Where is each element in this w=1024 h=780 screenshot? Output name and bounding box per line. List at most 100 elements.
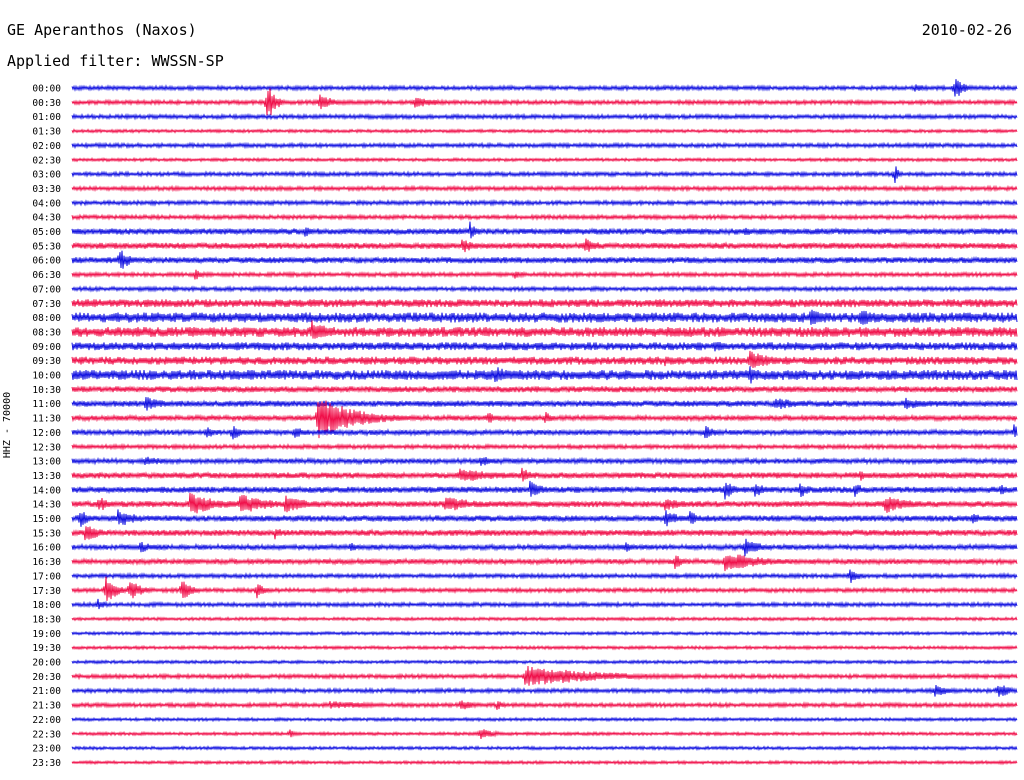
time-tick-label: 21:30 (32, 701, 61, 712)
trace-line (71, 745, 1018, 752)
trace-line (71, 88, 1018, 116)
time-tick-label: 18:00 (32, 600, 61, 611)
time-tick-label: 23:00 (32, 744, 61, 755)
trace-line (71, 342, 1018, 352)
time-tick-label: 20:00 (32, 658, 61, 669)
trace-line (71, 576, 1018, 601)
time-tick-label: 05:00 (32, 227, 61, 238)
trace-line (71, 128, 1018, 135)
time-tick-label: 18:30 (32, 614, 61, 625)
time-tick-label: 20:30 (32, 672, 61, 683)
trace-line (71, 397, 1018, 411)
time-tick-label: 10:30 (32, 385, 61, 396)
time-tick-label: 09:00 (32, 342, 61, 353)
time-tick-label: 08:30 (32, 327, 61, 338)
time-tick-label: 11:00 (32, 399, 61, 410)
trace-line (71, 141, 1018, 150)
time-tick-label: 07:00 (32, 284, 61, 295)
time-tick-label: 00:30 (32, 98, 61, 109)
trace-line (71, 156, 1018, 163)
trace-line (71, 250, 1018, 269)
time-tick-label: 12:30 (32, 442, 61, 453)
trace-line (71, 221, 1018, 239)
time-tick-label: 12:00 (32, 428, 61, 439)
time-tick-label: 17:30 (32, 586, 61, 597)
time-tick-label: 15:30 (32, 528, 61, 539)
time-tick-label: 01:00 (32, 112, 61, 123)
trace-line (71, 598, 1018, 610)
time-tick-label: 10:00 (32, 371, 61, 382)
trace-line (71, 509, 1018, 527)
time-tick-label: 04:00 (32, 198, 61, 209)
trace-line (71, 644, 1018, 651)
trace-line (71, 79, 1018, 97)
time-tick-label: 06:00 (32, 256, 61, 267)
trace-line (71, 299, 1018, 308)
trace-line (71, 309, 1018, 325)
time-tick-label: 13:00 (32, 457, 61, 468)
trace-line (71, 350, 1018, 369)
trace-line (71, 467, 1018, 482)
time-tick-label: 19:30 (32, 643, 61, 654)
time-tick-label: 04:30 (32, 213, 61, 224)
time-tick-label: 21:00 (32, 686, 61, 697)
trace-line (71, 424, 1018, 440)
station-title: GE Aperanthos (Naxos) (7, 21, 197, 39)
time-tick-label: 02:00 (32, 141, 61, 152)
date-label: 2010-02-26 (921, 21, 1012, 39)
filter-label: Applied filter: WWSSN-SP (7, 52, 224, 70)
trace-line (71, 442, 1018, 451)
trace-line (71, 456, 1018, 466)
trace-line (71, 569, 1018, 583)
trace-line (71, 366, 1018, 384)
trace-line (71, 213, 1018, 222)
trace-line (71, 400, 1018, 439)
time-tick-label: 11:30 (32, 414, 61, 425)
time-tick-label: 02:30 (32, 155, 61, 166)
trace-line (71, 685, 1018, 697)
time-tick-label: 16:30 (32, 557, 61, 568)
time-tick-label: 00:00 (32, 84, 61, 95)
time-tick-label: 15:00 (32, 514, 61, 525)
time-tick-label: 07:30 (32, 299, 61, 310)
trace-line (71, 492, 1018, 514)
trace-line (71, 538, 1018, 557)
time-tick-label: 14:00 (32, 485, 61, 496)
time-tick-label: 03:30 (32, 184, 61, 195)
trace-line (71, 269, 1018, 280)
trace-line (71, 284, 1018, 293)
trace-line (71, 238, 1018, 253)
time-tick-label: 09:30 (32, 356, 61, 367)
trace-line (71, 320, 1018, 339)
trace-line (71, 112, 1018, 121)
time-tick-label: 22:30 (32, 729, 61, 740)
time-tick-label: 23:30 (32, 758, 61, 769)
trace-line (71, 480, 1018, 500)
trace-line (71, 526, 1018, 541)
trace-line (71, 184, 1018, 193)
trace-line (71, 716, 1018, 723)
time-tick-label: 17:00 (32, 571, 61, 582)
time-tick-label: 19:00 (32, 629, 61, 640)
time-tick-label: 05:30 (32, 241, 61, 252)
trace-line (71, 630, 1018, 637)
trace-line (71, 384, 1018, 394)
trace-line (71, 665, 1018, 686)
time-tick-label: 01:30 (32, 127, 61, 138)
trace-line (71, 729, 1018, 739)
trace-line (71, 198, 1018, 207)
time-tick-label: 14:30 (32, 500, 61, 511)
trace-line (71, 554, 1018, 572)
trace-line (71, 659, 1018, 666)
time-tick-label: 03:00 (32, 170, 61, 181)
trace-line (71, 166, 1018, 184)
trace-line (71, 615, 1018, 622)
time-tick-label: 08:00 (32, 313, 61, 324)
time-tick-label: 22:00 (32, 715, 61, 726)
time-tick-label: 13:30 (32, 471, 61, 482)
trace-line (71, 700, 1018, 710)
trace-line (71, 759, 1018, 766)
time-tick-label: 16:00 (32, 543, 61, 554)
